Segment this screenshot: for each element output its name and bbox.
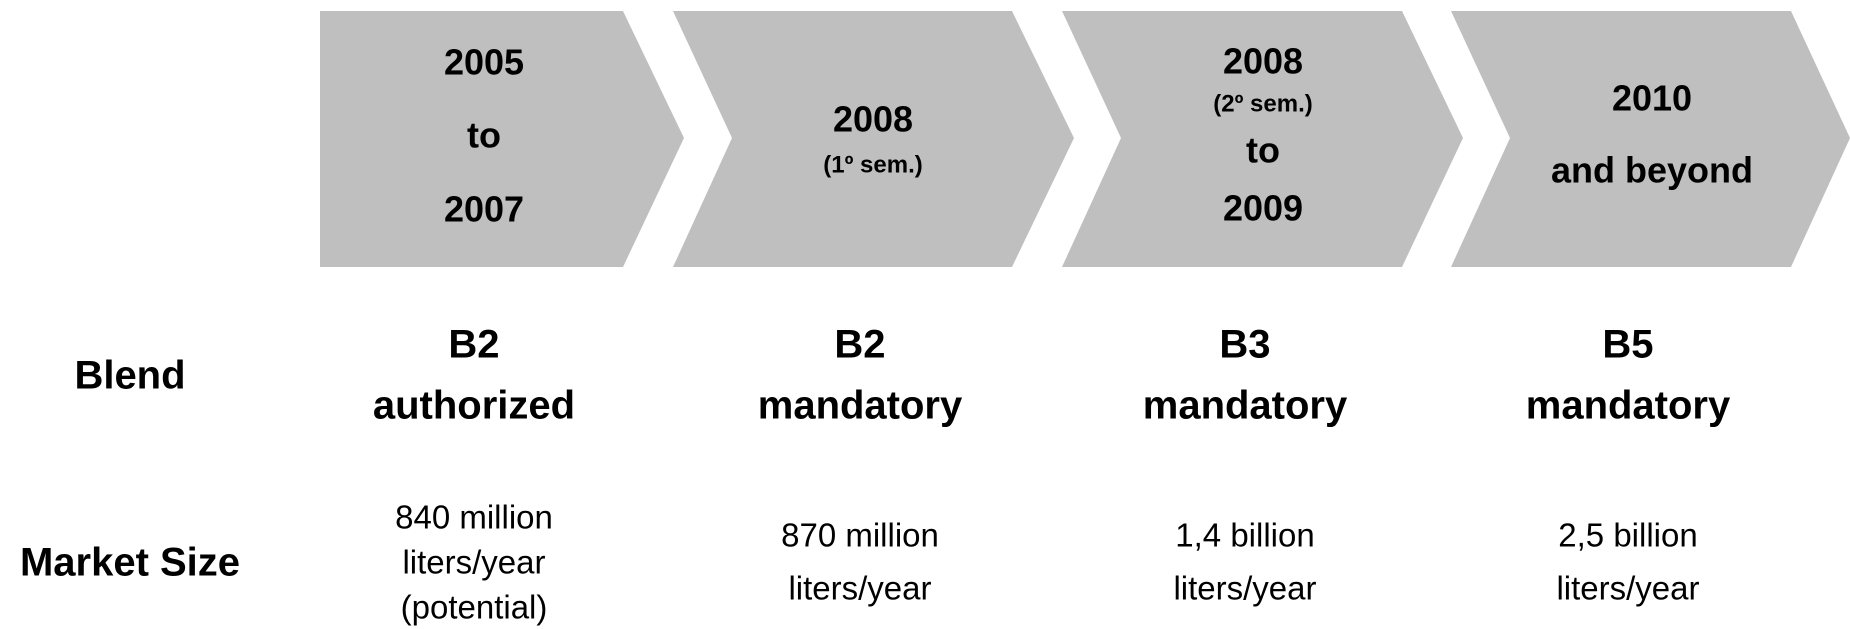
period-line: (2º sem.): [1213, 90, 1312, 117]
period-line: and beyond: [1551, 150, 1753, 191]
market-line: liters/year: [1173, 570, 1316, 607]
market-line: 1,4 billion: [1175, 517, 1314, 554]
market-line: (potential): [401, 589, 548, 626]
blend-line: B2: [448, 323, 499, 367]
blend-line: B2: [834, 323, 885, 367]
chevron: [320, 11, 684, 267]
period-line: 2010: [1612, 78, 1692, 119]
market-line: liters/year: [788, 570, 931, 607]
period-line: 2008: [1223, 41, 1303, 82]
chevron: [1451, 11, 1850, 267]
market-line: 870 million: [781, 517, 939, 554]
period-line: (1º sem.): [823, 151, 922, 178]
blend-line: mandatory: [1143, 384, 1348, 428]
chevron: [1062, 11, 1463, 267]
blend-line: authorized: [373, 384, 575, 428]
market-line: liters/year: [402, 544, 545, 581]
blend-line: B5: [1602, 323, 1653, 367]
row-label: Blend: [74, 354, 185, 398]
blend-line: B3: [1219, 323, 1270, 367]
chevron: [673, 11, 1074, 267]
chevrons: [320, 11, 1850, 267]
period-line: to: [1246, 130, 1280, 171]
row-label: Market Size: [20, 541, 240, 585]
market-line: liters/year: [1556, 570, 1699, 607]
blend-line: mandatory: [1526, 384, 1731, 428]
period-line: 2005: [444, 42, 524, 83]
period-line: 2008: [833, 99, 913, 140]
market-line: 840 million: [395, 499, 553, 536]
market-line: 2,5 billion: [1558, 517, 1697, 554]
period-line: to: [467, 115, 501, 156]
period-line: 2007: [444, 189, 524, 230]
blend-line: mandatory: [758, 384, 963, 428]
period-line: 2009: [1223, 188, 1303, 229]
